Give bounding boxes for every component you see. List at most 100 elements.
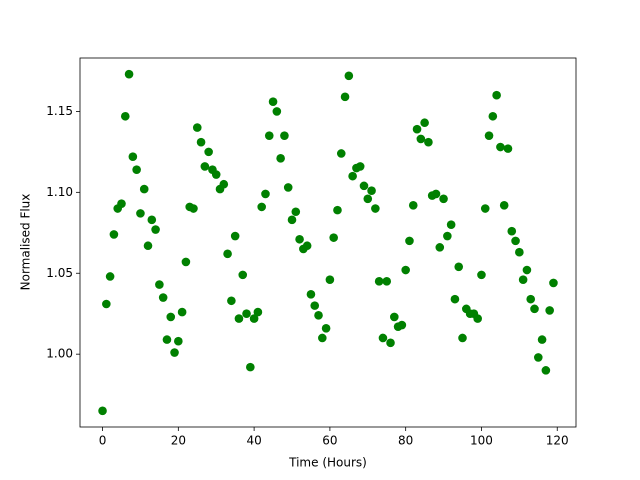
point [253,307,263,317]
point [227,296,236,306]
point [386,338,395,348]
point [344,71,354,81]
point [533,353,543,362]
point [174,336,183,346]
point [124,69,134,79]
point [139,184,149,194]
point [120,111,130,121]
point [382,277,392,286]
point [390,312,399,322]
point [374,277,384,286]
point [450,294,460,304]
point [98,406,107,416]
point [272,107,282,116]
point [416,134,426,144]
point [515,247,524,257]
point [230,231,240,241]
point [420,118,429,128]
point [155,280,164,289]
point [310,301,320,310]
y-tick-label: 1.00 [46,347,73,361]
point [181,257,191,267]
point [249,314,259,323]
point [458,333,467,343]
point [268,97,278,106]
point [200,162,210,171]
y-tick-label: 1.05 [46,266,73,280]
point [518,275,528,285]
point [287,215,297,225]
point [397,320,407,330]
point [363,194,373,204]
point [355,162,365,171]
point [537,335,547,344]
point [503,144,513,153]
point [541,366,551,375]
point [480,204,490,213]
point [454,262,464,272]
point [499,200,509,210]
point [196,137,206,147]
point [318,333,327,343]
point [367,186,376,196]
point [424,137,433,147]
x-axis-label: Time (Hours) [288,456,367,470]
point [280,131,289,140]
point [211,170,221,179]
point [143,241,153,251]
point [443,231,452,241]
point [359,181,369,191]
point [223,249,232,259]
point [511,236,520,246]
point [276,154,285,163]
point [128,152,138,162]
point [117,199,126,208]
point [234,314,244,323]
point [333,205,342,215]
point [439,194,448,204]
y-axis-label: Normalised Flux [19,194,33,291]
x-tick-label: 60 [322,434,337,448]
point [257,202,266,212]
point [405,236,414,246]
point [348,171,357,181]
point [105,272,115,281]
point [302,241,312,251]
point [158,293,168,302]
point [401,265,410,275]
point [507,226,517,236]
point [170,348,179,357]
point [136,209,145,218]
point [549,278,558,288]
point [261,189,270,199]
point [412,124,422,134]
point [435,243,445,252]
point [488,111,498,121]
plot-frame [79,57,577,428]
point [177,307,187,317]
point [526,294,536,304]
point [162,335,172,344]
x-tick-label: 20 [171,434,186,448]
point [264,131,274,140]
point [522,265,532,275]
point [473,314,482,323]
point [321,323,331,333]
point [246,362,255,372]
point [151,225,160,234]
point [283,183,293,192]
point [102,299,111,309]
point [325,275,335,285]
point [545,306,554,315]
point [238,270,248,280]
point [530,304,539,314]
y-tick-label: 1.15 [46,104,73,118]
point [446,220,456,229]
point [492,90,501,100]
x-tick-label: 120 [546,434,569,448]
point [306,289,316,299]
point [314,311,323,320]
point [147,215,157,225]
point [192,123,202,132]
